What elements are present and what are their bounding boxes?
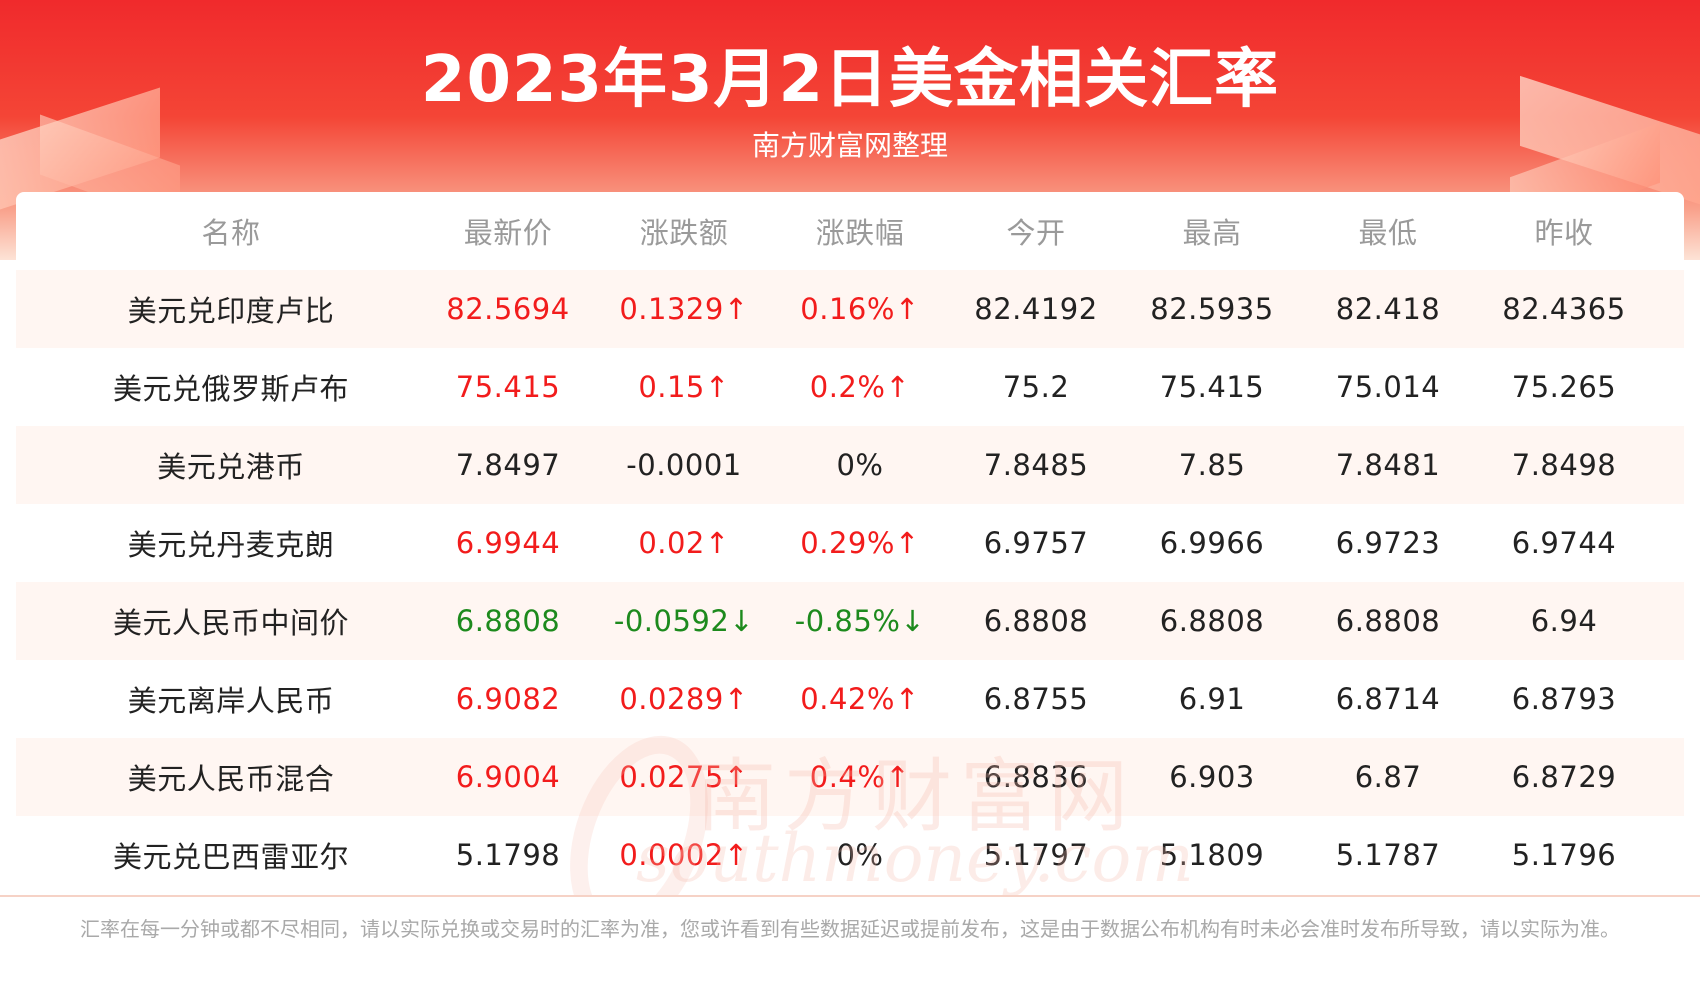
cell-name: 美元兑俄罗斯卢布	[112, 372, 349, 406]
cell-high: 75.415	[1159, 370, 1265, 404]
cell-low: 5.1787	[1335, 838, 1441, 872]
cell-open: 82.4192	[974, 292, 1098, 326]
cell-prev-close: 7.8498	[1511, 448, 1617, 482]
cell-low: 7.8481	[1335, 448, 1441, 482]
cell-high: 7.85	[1178, 448, 1246, 482]
cell-change-pct: 0.42%↑	[800, 682, 920, 716]
column-header-change: 涨跌额	[639, 216, 729, 250]
cell-change: -0.0001	[626, 448, 742, 482]
cell-change: 0.02↑	[638, 526, 730, 560]
cell-low: 6.9723	[1335, 526, 1441, 560]
cell-change-pct: 0.2%↑	[809, 370, 911, 404]
table-row: 美元兑巴西雷亚尔 5.1798 0.0002↑ 0% 5.1797 5.1809 5.178…	[16, 816, 1684, 894]
table-row: 美元人民币混合 6.9004 0.0275↑ 0.4%↑ 6.8836 6.903 6.87…	[16, 738, 1684, 816]
cell-change: 0.15↑	[638, 370, 730, 404]
column-header-low: 最低	[1358, 216, 1418, 250]
column-header-change-pct: 涨跌幅	[815, 216, 905, 250]
page-title: 2023年3月2日美金相关汇率	[420, 43, 1280, 117]
cell-latest: 75.415	[455, 370, 561, 404]
cell-high: 6.8808	[1159, 604, 1265, 638]
table-row: 美元兑丹麦克朗 6.9944 0.02↑ 0.29%↑ 6.9757 6.9966 6.97…	[16, 504, 1684, 582]
cell-change-pct: 0.29%↑	[800, 526, 920, 560]
cell-low: 75.014	[1335, 370, 1441, 404]
cell-change: 0.0275↑	[619, 760, 749, 794]
cell-high: 82.5935	[1150, 292, 1274, 326]
table-row: 美元兑港币 7.8497 -0.0001 0% 7.8485 7.85 7.8481 7.84…	[16, 426, 1684, 504]
table-header-row: 名称 最新价 涨跌额 涨跌幅 今开 最高 最低 昨收	[16, 192, 1684, 270]
cell-change: 0.0002↑	[619, 838, 749, 872]
cell-open: 6.9757	[983, 526, 1089, 560]
cell-latest: 5.1798	[455, 838, 561, 872]
cell-prev-close: 5.1796	[1511, 838, 1617, 872]
cell-name: 美元兑港币	[157, 450, 305, 484]
exchange-rate-table: 名称 最新价 涨跌额 涨跌幅 今开 最高 最低 昨收 美元兑印度卢比 82.569…	[16, 192, 1684, 895]
cell-change-pct: 0%	[836, 838, 884, 872]
table-row: 美元离岸人民币 6.9082 0.0289↑ 0.42%↑ 6.8755 6.91 6.87…	[16, 660, 1684, 738]
cell-latest: 6.8808	[455, 604, 561, 638]
cell-prev-close: 6.8793	[1511, 682, 1617, 716]
cell-latest: 6.9944	[455, 526, 561, 560]
cell-name: 美元离岸人民币	[127, 684, 335, 718]
cell-low: 6.87	[1354, 760, 1422, 794]
cell-high: 6.903	[1169, 760, 1255, 794]
cell-change-pct: 0.4%↑	[809, 760, 911, 794]
cell-open: 75.2	[1002, 370, 1070, 404]
cell-change-pct: -0.85%↓	[794, 604, 926, 638]
cell-low: 82.418	[1335, 292, 1441, 326]
cell-latest: 7.8497	[455, 448, 561, 482]
column-header-latest: 最新价	[463, 216, 553, 250]
cell-open: 6.8836	[983, 760, 1089, 794]
cell-latest: 82.5694	[446, 292, 570, 326]
column-header-high: 最高	[1182, 216, 1242, 250]
cell-low: 6.8714	[1335, 682, 1441, 716]
cell-prev-close: 6.94	[1530, 604, 1598, 638]
column-header-name: 名称	[201, 216, 261, 250]
cell-latest: 6.9004	[455, 760, 561, 794]
cell-name: 美元兑印度卢比	[127, 294, 335, 328]
cell-latest: 6.9082	[455, 682, 561, 716]
cell-change-pct: 0%	[836, 448, 884, 482]
cell-prev-close: 75.265	[1511, 370, 1617, 404]
cell-prev-close: 6.8729	[1511, 760, 1617, 794]
cell-open: 6.8808	[983, 604, 1089, 638]
footer-disclaimer: 汇率在每一分钟或都不尽相同，请以实际兑换或交易时的汇率为准，您或许看到有些数据延…	[80, 917, 1620, 941]
cell-prev-close: 6.9744	[1511, 526, 1617, 560]
cell-name: 美元人民币混合	[127, 762, 335, 796]
cell-prev-close: 82.4365	[1502, 292, 1626, 326]
cell-change: 0.1329↑	[619, 292, 749, 326]
cell-high: 6.91	[1178, 682, 1246, 716]
table-row: 美元兑印度卢比 82.5694 0.1329↑ 0.16%↑ 82.4192 82.593…	[16, 270, 1684, 348]
table-row: 美元兑俄罗斯卢布 75.415 0.15↑ 0.2%↑ 75.2 75.415 75.014…	[16, 348, 1684, 426]
footer-divider	[0, 895, 1700, 897]
cell-open: 5.1797	[983, 838, 1089, 872]
cell-name: 美元兑巴西雷亚尔	[112, 840, 349, 874]
cell-name: 美元兑丹麦克朗	[127, 528, 335, 562]
table-row: 美元人民币中间价 6.8808 -0.0592↓ -0.85%↓ 6.8808 6.880…	[16, 582, 1684, 660]
column-header-prev-close: 昨收	[1534, 216, 1594, 250]
column-header-open: 今开	[1006, 216, 1066, 250]
cell-open: 6.8755	[983, 682, 1089, 716]
cell-open: 7.8485	[983, 448, 1089, 482]
cell-low: 6.8808	[1335, 604, 1441, 638]
cell-high: 6.9966	[1159, 526, 1265, 560]
cell-name: 美元人民币中间价	[112, 606, 349, 640]
cell-change: 0.0289↑	[619, 682, 749, 716]
cell-change: -0.0592↓	[613, 604, 755, 638]
page-subtitle: 南方财富网整理	[751, 129, 948, 162]
cell-high: 5.1809	[1159, 838, 1265, 872]
cell-change-pct: 0.16%↑	[800, 292, 920, 326]
